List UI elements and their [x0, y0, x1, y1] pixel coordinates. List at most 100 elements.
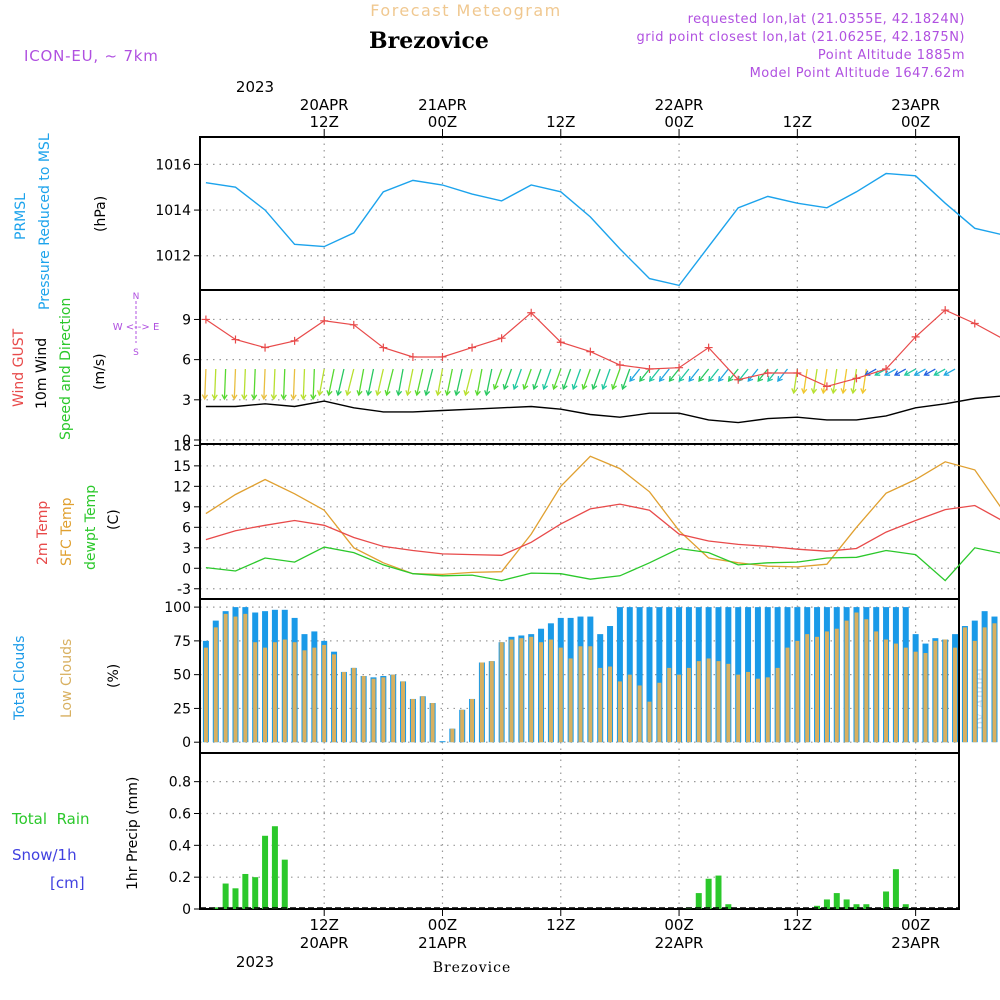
low-cloud-bar — [509, 639, 514, 743]
model-label: ICON-EU, ~ 7km — [24, 47, 159, 65]
top-date-label: 22APR — [655, 96, 704, 114]
low-cloud-bar — [548, 639, 553, 743]
wind-arrow — [416, 368, 424, 396]
wind-arrow-head — [375, 390, 382, 397]
wind-arrow-head — [435, 390, 442, 397]
low-cloud-bar — [677, 674, 682, 743]
gust-marker — [704, 343, 713, 352]
compass-legend: N W <--> E S — [113, 292, 160, 358]
top-date-label: 21APR — [418, 96, 467, 114]
wind-arrow-head — [221, 394, 228, 401]
y-tick-label: 1016 — [155, 157, 191, 173]
wind-arrow — [602, 368, 611, 390]
wind-arrow-head — [850, 388, 857, 395]
y-tick-label: 6 — [182, 520, 191, 536]
rain-bar — [833, 893, 840, 909]
low-cloud-bar — [322, 644, 327, 743]
panel-frame-1 — [199, 289, 960, 445]
wind-arrow-head — [820, 388, 827, 395]
wind-arrow — [621, 368, 631, 390]
low-cloud-bar — [805, 634, 810, 743]
wind-arrow — [273, 368, 276, 400]
wind-arrow — [312, 368, 315, 400]
rain-bar — [242, 873, 249, 909]
wind-arrow-head — [251, 394, 258, 401]
gust-line — [205, 309, 1000, 388]
gust-marker — [408, 352, 417, 361]
low-cloud-bar — [253, 642, 258, 743]
low-cloud-bar — [884, 639, 889, 743]
low-cloud-bar — [834, 628, 839, 743]
gust-marker — [320, 316, 329, 325]
y-tick-label: 6 — [182, 353, 191, 369]
gust-marker — [586, 347, 595, 356]
low-cloud-bar — [824, 631, 829, 743]
low-cloud-bar — [893, 643, 898, 743]
label-ms: (m/s) — [92, 353, 108, 390]
label-gust: Wind GUST — [11, 328, 27, 407]
top-hour-label: 12Z — [546, 113, 575, 131]
low-cloud-bar — [401, 681, 406, 743]
low-cloud-bar — [815, 636, 820, 743]
grid-point-coords: grid point closest lon,lat (21.0625E, 42… — [637, 30, 965, 45]
low-cloud-bar — [588, 646, 593, 743]
low-cloud-bar — [223, 613, 228, 743]
wind-arrow-head — [551, 383, 558, 391]
wind-arrow-head — [913, 370, 920, 376]
point-altitude: Point Altitude 1885m — [818, 48, 965, 63]
gust-marker — [675, 363, 684, 372]
wind-arrow — [367, 368, 375, 396]
wind-arrow — [852, 368, 858, 394]
wind-arrow — [629, 368, 641, 382]
low-cloud-bar — [479, 662, 484, 743]
wind-arrow — [562, 368, 572, 390]
low-cloud-bar — [933, 640, 938, 743]
wind-arrow — [204, 368, 207, 400]
rain-bar — [252, 877, 259, 909]
low-cloud-bar — [381, 677, 386, 743]
requested-coords: requested lon,lat (21.0355E, 42.1824N) — [688, 12, 965, 27]
wind-arrow-head — [522, 383, 529, 391]
total-cloud-bar — [439, 741, 446, 743]
y-tick-label: 1014 — [155, 203, 191, 219]
wind-arrow — [802, 368, 808, 394]
wind-arrow-head — [211, 394, 218, 401]
label-total-rain: Total Rain — [11, 810, 90, 828]
low-cloud-bar — [263, 647, 268, 743]
low-cloud-bar — [736, 674, 741, 743]
wind-arrow-head — [903, 370, 910, 376]
wind-arrow-head — [290, 394, 297, 401]
wind-arrow — [318, 368, 325, 396]
total-cloud-bar — [764, 607, 771, 743]
low-cloud-bar — [657, 682, 662, 743]
gust-marker — [438, 352, 447, 361]
wind-arrow — [406, 368, 414, 396]
gust-marker — [556, 338, 565, 347]
gust-marker — [468, 343, 477, 352]
rain-bar — [695, 893, 702, 909]
label-pressure: Pressure Reduced to MSL — [37, 133, 53, 310]
low-cloud-bar — [755, 678, 760, 743]
label-t2m: 2m Temp — [35, 501, 51, 565]
wind-arrow-head — [727, 376, 734, 382]
low-cloud-bar — [282, 639, 287, 743]
low-cloud-bar — [913, 651, 918, 743]
wind-arrow-head — [840, 388, 847, 395]
wind-arrow — [832, 368, 838, 394]
top-hour-label: 00Z — [428, 113, 457, 131]
gust-marker — [734, 375, 743, 384]
low-cloud-bar — [864, 619, 869, 743]
rain-bar — [271, 826, 278, 909]
low-cloud-bar — [470, 698, 475, 743]
low-cloud-bar — [785, 647, 790, 743]
low-cloud-bar — [716, 661, 721, 743]
rain-bar — [883, 891, 890, 909]
label-precip: 1hr Precip (mm) — [125, 777, 141, 890]
wind-arrow — [865, 368, 877, 376]
y-tick-label: 9 — [182, 500, 191, 516]
wind-arrow-head — [601, 383, 608, 391]
label-low-clouds: Low Clouds — [59, 639, 75, 718]
dewpt-line — [205, 546, 1000, 582]
wind-arrow-head — [923, 370, 930, 376]
wind-arrow-head — [423, 390, 431, 397]
